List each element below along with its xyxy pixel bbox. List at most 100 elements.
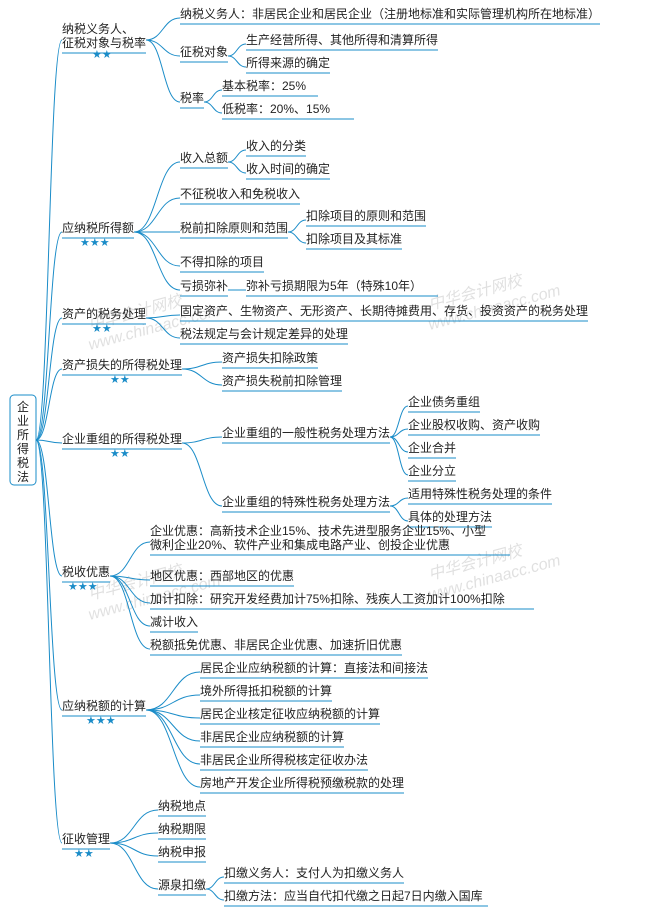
node-label: 固定资产、生物资产、无形资产、长期待摊费用、存货、投资资产的税务处理 xyxy=(180,303,588,318)
node-label: 收入时间的确定 xyxy=(246,161,330,176)
node-label: 所得来源的确定 xyxy=(246,55,330,70)
node-label: 企业合并 xyxy=(408,440,456,455)
svg-text:法: 法 xyxy=(17,470,29,484)
branch xyxy=(36,440,62,443)
node-label: 企业优惠：高新技术企业15%、技术先进型服务企业15%、小型 xyxy=(150,523,486,538)
branch xyxy=(182,437,222,443)
star-rating: ★★ xyxy=(92,49,112,61)
svg-text:业: 业 xyxy=(17,414,29,428)
node-label: 不征税收入和免税收入 xyxy=(180,186,300,201)
node-label: 低税率：20%、15% xyxy=(222,101,330,116)
branch xyxy=(146,672,200,710)
node-label: 非居民企业所得税核定征收办法 xyxy=(200,752,368,767)
level1-node: 征收管理 ★★ xyxy=(62,831,110,860)
node-label: 弥补亏损期限为5年（特殊10年） xyxy=(246,278,422,293)
svg-text:企: 企 xyxy=(17,399,29,414)
node-label: 企业股权收购、资产收购 xyxy=(408,417,540,432)
node-label: 纳税期限 xyxy=(158,822,206,836)
node-label: 居民企业应纳税额的计算：直接法和间接法 xyxy=(200,660,428,675)
branch xyxy=(146,40,180,102)
level1-node: 纳税义务人、征税对象与税率★★ xyxy=(62,21,146,61)
branch xyxy=(134,162,180,232)
node-label: 扣除项目及其标准 xyxy=(306,231,402,246)
branch xyxy=(146,695,200,710)
node-label: 企业重组的所得税处理 xyxy=(62,431,182,446)
node-label: 应纳税所得额 xyxy=(62,220,134,235)
level1-node: 企业重组的所得税处理★★ xyxy=(62,431,182,460)
level1-node: 应纳税额的计算★★★ xyxy=(62,698,146,727)
node-label: 资产损失的所得税处理 xyxy=(62,357,182,372)
node-label: 境外所得抵扣税额的计算 xyxy=(200,683,332,698)
branch xyxy=(206,877,224,889)
node-label: 税法规定与会计规定差异的处理 xyxy=(180,326,348,341)
branch xyxy=(110,542,150,576)
node-label: 税率 xyxy=(180,90,204,105)
node-label: 应纳税额的计算 xyxy=(62,698,146,713)
node-label: 具体的处理方法 xyxy=(408,509,492,524)
node-label: 扣除项目的原则和范围 xyxy=(306,208,426,223)
branch xyxy=(390,498,408,506)
node-label: 房地产开发企业所得税预缴税款的处理 xyxy=(200,775,404,790)
star-rating: ★★ xyxy=(92,323,112,335)
star-rating: ★★ xyxy=(110,374,130,386)
node-label: 企业重组的一般性税务处理方法 xyxy=(222,425,390,440)
branch xyxy=(288,232,306,243)
node-label: 纳税申报 xyxy=(158,844,206,859)
root-node: 企业所得税法 xyxy=(10,395,36,485)
node-label: 扣缴方法：应当自代扣代缴之日起7日内缴入国库 xyxy=(224,888,483,903)
star-rating: ★★ xyxy=(74,848,94,860)
node-label: 税前扣除原则和范围 xyxy=(180,220,288,235)
branch xyxy=(228,162,246,173)
node-label: 资产损失扣除政策 xyxy=(222,350,318,365)
svg-text:税: 税 xyxy=(17,456,29,470)
node-label: 纳税义务人、 xyxy=(62,21,134,36)
node-label: 亏损弥补 xyxy=(180,278,228,293)
node-label: 资产损失税前扣除管理 xyxy=(222,373,342,388)
node-label: 征收管理 xyxy=(62,831,110,846)
branch xyxy=(204,102,222,113)
branch xyxy=(390,437,408,475)
branch xyxy=(182,443,222,506)
node-label: 企业分立 xyxy=(408,463,456,478)
branch xyxy=(36,440,62,843)
node-label: 纳税地点 xyxy=(158,799,206,813)
node-label: 适用特殊性税务处理的条件 xyxy=(408,486,552,501)
branch xyxy=(288,220,306,232)
node-label: 税额抵免优惠、非居民企业优惠、加速折旧优惠 xyxy=(150,637,402,652)
node-label: 地区优惠：西部地区的优惠 xyxy=(150,568,294,583)
level1-node: 应纳税所得额 ★★★ xyxy=(62,220,134,249)
branch xyxy=(228,150,246,162)
node-label: 生产经营所得、其他所得和清算所得 xyxy=(246,32,438,47)
node-label: 收入总额 xyxy=(180,151,228,165)
node-label: 减计收入 xyxy=(150,615,198,629)
star-rating: ★★★ xyxy=(80,237,110,249)
node-label: 征税对象 xyxy=(180,45,228,59)
node-label: 税收优惠 xyxy=(62,565,110,579)
branch xyxy=(390,437,408,452)
node-label: 非居民企业应纳税额的计算 xyxy=(200,729,344,744)
node-label: 纳税义务人：非居民企业和居民企业（注册地标准和实际管理机构所在地标准） xyxy=(180,6,600,21)
node-label: 源泉扣缴 xyxy=(158,877,206,892)
branch xyxy=(204,90,222,102)
node-label: 扣缴义务人：支付人为扣缴义务人 xyxy=(224,865,404,880)
branch xyxy=(182,369,222,385)
node-label: 资产的税务处理 xyxy=(62,306,146,321)
svg-text:得: 得 xyxy=(17,441,29,456)
branch xyxy=(36,232,62,440)
node-label: 居民企业核定征收应纳税额的计算 xyxy=(200,706,380,721)
branch xyxy=(146,18,180,40)
branch xyxy=(182,362,222,369)
node-label: 微利企业20%、软件产业和集成电路产业、创投企业优惠 xyxy=(150,537,450,552)
node-label: 加计扣除：研究开发经费加计75%扣除、残疾人工资加计100%扣除 xyxy=(150,591,505,606)
node-label: 企业债务重组 xyxy=(408,394,480,409)
branch xyxy=(36,440,62,576)
branch xyxy=(146,710,200,787)
branch xyxy=(228,56,246,67)
node-label: 基本税率：25% xyxy=(222,78,306,93)
branch xyxy=(134,198,180,232)
node-label: 企业重组的特殊性税务处理方法 xyxy=(222,494,390,509)
node-label: 不得扣除的项目 xyxy=(180,254,264,269)
branch xyxy=(228,44,246,56)
branch xyxy=(36,440,62,710)
branch xyxy=(390,506,408,521)
